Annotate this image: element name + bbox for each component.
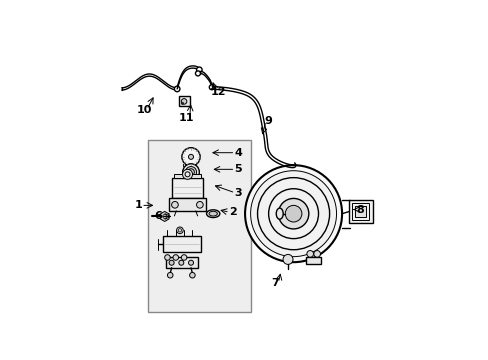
Ellipse shape (276, 208, 283, 219)
Text: 5: 5 (234, 164, 242, 174)
Circle shape (196, 202, 203, 208)
Circle shape (185, 167, 196, 177)
Circle shape (182, 169, 192, 179)
Bar (174, 174, 200, 177)
Ellipse shape (206, 210, 220, 217)
Bar (305, 257, 321, 264)
Text: 1: 1 (134, 201, 142, 210)
Bar (171, 177, 203, 198)
Bar (166, 257, 198, 268)
Polygon shape (160, 211, 169, 221)
Circle shape (174, 86, 180, 92)
Circle shape (167, 273, 173, 278)
Text: 4: 4 (234, 148, 242, 158)
Text: 8: 8 (355, 204, 363, 215)
Bar (169, 198, 205, 211)
Circle shape (196, 67, 202, 73)
Circle shape (278, 198, 308, 229)
Text: 11: 11 (179, 113, 194, 123)
Circle shape (181, 255, 186, 260)
Circle shape (173, 255, 178, 260)
Circle shape (164, 255, 170, 260)
Text: 6: 6 (154, 211, 162, 221)
Bar (179, 96, 189, 107)
Circle shape (163, 215, 166, 219)
Bar (352, 203, 368, 220)
Circle shape (176, 227, 183, 234)
Circle shape (171, 202, 178, 208)
Circle shape (188, 260, 193, 265)
Circle shape (169, 260, 174, 265)
Bar (354, 206, 366, 217)
Text: 10: 10 (136, 105, 151, 115)
Circle shape (283, 255, 292, 264)
Text: 12: 12 (210, 87, 226, 97)
Bar (163, 236, 200, 252)
Ellipse shape (208, 211, 217, 216)
Text: 2: 2 (228, 207, 236, 217)
Circle shape (244, 165, 342, 262)
Bar (148, 140, 250, 312)
Circle shape (285, 205, 301, 222)
Text: 3: 3 (234, 188, 242, 198)
Circle shape (306, 251, 313, 257)
Circle shape (188, 154, 193, 159)
Text: 7: 7 (271, 278, 279, 288)
Circle shape (195, 71, 200, 76)
Circle shape (250, 171, 336, 257)
Circle shape (179, 260, 183, 265)
Circle shape (209, 85, 214, 90)
Circle shape (183, 164, 199, 180)
Circle shape (313, 251, 320, 257)
Circle shape (189, 273, 195, 278)
Circle shape (182, 148, 200, 166)
Circle shape (181, 99, 186, 104)
Bar (348, 200, 372, 223)
Text: 9: 9 (264, 116, 272, 126)
